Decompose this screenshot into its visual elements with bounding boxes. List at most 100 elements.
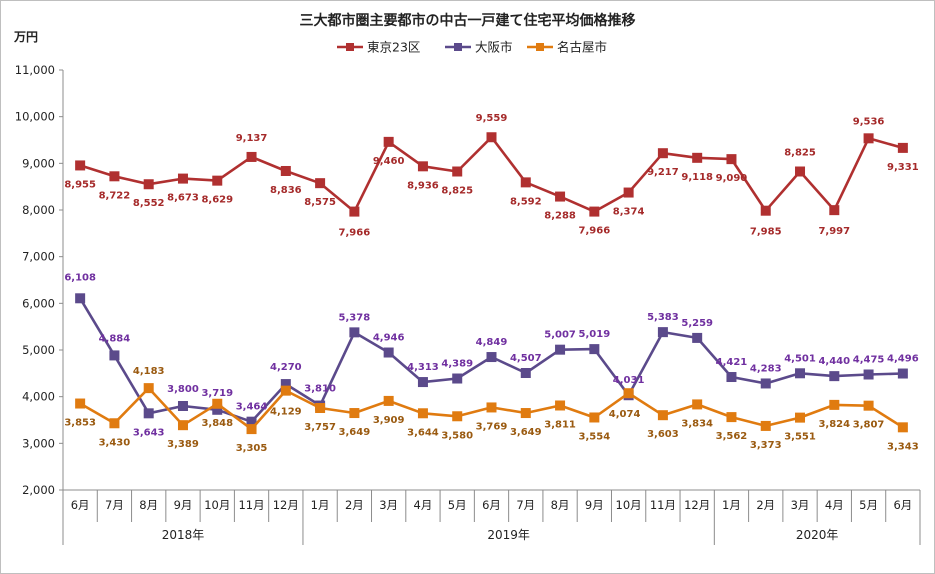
data-label: 4,501 bbox=[784, 353, 816, 364]
data-point bbox=[109, 418, 120, 429]
data-point bbox=[315, 178, 326, 189]
data-label: 8,673 bbox=[167, 193, 199, 204]
legend-marker bbox=[454, 43, 462, 51]
data-point bbox=[177, 401, 188, 411]
data-label: 4,313 bbox=[407, 362, 439, 373]
legend-entry: 名古屋市 bbox=[557, 40, 607, 55]
data-label: 8,374 bbox=[613, 207, 645, 218]
data-point bbox=[726, 372, 737, 383]
data-point bbox=[143, 408, 154, 419]
axes: 2,000 3,000 4,000 5,000 6,000 7,000 8,000 9,000… bbox=[15, 63, 921, 545]
data-point bbox=[349, 206, 360, 217]
x-tick-label: 3月 bbox=[791, 498, 810, 512]
data-point bbox=[280, 379, 291, 390]
data-label: 3,343 bbox=[887, 441, 919, 452]
data-point bbox=[760, 420, 771, 431]
data-point bbox=[795, 166, 806, 177]
x-tick-label: 9月 bbox=[174, 498, 193, 512]
data-label: 7,985 bbox=[750, 227, 782, 238]
data-point bbox=[589, 412, 600, 423]
data-label: 8,836 bbox=[270, 185, 302, 196]
data-label: 8,592 bbox=[510, 196, 542, 207]
data-point bbox=[589, 206, 600, 217]
data-point bbox=[383, 347, 394, 358]
data-label: 4,283 bbox=[750, 363, 782, 374]
legend-entry: 大阪市 bbox=[475, 40, 513, 55]
data-label: 3,824 bbox=[818, 419, 850, 430]
data-point bbox=[349, 327, 360, 338]
data-label: 3,643 bbox=[133, 427, 165, 438]
data-point bbox=[486, 352, 497, 363]
data-label: 3,562 bbox=[716, 431, 748, 442]
data-point bbox=[246, 416, 257, 427]
data-point bbox=[829, 371, 840, 382]
data-label: 3,757 bbox=[304, 422, 336, 433]
data-label: 5,383 bbox=[647, 312, 679, 323]
x-tick-label: 2月 bbox=[345, 498, 364, 512]
data-label: 5,019 bbox=[579, 329, 611, 340]
y-tick-label: 9,000 bbox=[22, 156, 55, 170]
data-point bbox=[657, 410, 668, 421]
data-label: 3,853 bbox=[64, 418, 96, 429]
data-label: 4,946 bbox=[373, 333, 405, 344]
data-label: 4,421 bbox=[716, 357, 748, 368]
data-label: 9,536 bbox=[853, 116, 885, 127]
data-label: 9,137 bbox=[236, 133, 268, 144]
data-point bbox=[143, 179, 154, 190]
data-label: 3,848 bbox=[201, 418, 233, 429]
data-point bbox=[555, 344, 566, 355]
data-point bbox=[315, 403, 326, 414]
y-tick-label: 4,000 bbox=[22, 390, 55, 404]
data-label: 9,090 bbox=[716, 173, 748, 184]
year-label: 2018年 bbox=[162, 528, 205, 542]
data-label: 3,551 bbox=[784, 432, 816, 443]
data-point bbox=[452, 166, 463, 177]
y-tick-label: 2,000 bbox=[22, 483, 55, 497]
data-point bbox=[417, 161, 428, 172]
y-tick-label: 3,000 bbox=[22, 436, 55, 450]
data-point bbox=[452, 411, 463, 422]
x-tick-label: 6月 bbox=[893, 498, 912, 512]
data-point bbox=[657, 327, 668, 338]
legend-marker bbox=[536, 43, 544, 51]
data-point bbox=[177, 420, 188, 431]
data-label: 9,118 bbox=[681, 172, 713, 183]
data-point bbox=[109, 350, 120, 361]
data-label: 3,811 bbox=[544, 419, 576, 430]
data-label: 8,552 bbox=[133, 198, 165, 209]
data-point bbox=[692, 152, 703, 163]
y-tick-label: 8,000 bbox=[22, 203, 55, 217]
data-label: 4,031 bbox=[613, 375, 645, 386]
data-label: 3,800 bbox=[167, 384, 199, 395]
x-tick-label: 1月 bbox=[722, 498, 741, 512]
data-point bbox=[486, 132, 497, 143]
data-label: 3,810 bbox=[304, 384, 336, 395]
data-point bbox=[212, 404, 223, 415]
x-tick-label: 4月 bbox=[825, 498, 844, 512]
data-point bbox=[486, 402, 497, 413]
data-label: 3,644 bbox=[407, 427, 439, 438]
x-tick-label: 8月 bbox=[139, 498, 158, 512]
data-point bbox=[383, 136, 394, 147]
data-label: 6,108 bbox=[64, 272, 96, 283]
data-label: 8,629 bbox=[201, 195, 233, 206]
data-point bbox=[143, 383, 154, 394]
y-tick-label: 10,000 bbox=[15, 110, 55, 124]
data-label: 5,259 bbox=[681, 318, 713, 329]
x-tick-label: 7月 bbox=[105, 498, 124, 512]
data-point bbox=[760, 205, 771, 216]
data-label: 8,936 bbox=[407, 180, 439, 191]
y-tick-label: 11,000 bbox=[15, 63, 55, 77]
legend: 東京23区 大阪市 名古屋市 bbox=[337, 40, 607, 55]
data-point bbox=[897, 142, 908, 153]
data-label: 8,288 bbox=[544, 211, 576, 222]
x-tick-label: 10月 bbox=[616, 498, 642, 512]
data-point bbox=[246, 424, 257, 435]
x-tick-label: 4月 bbox=[414, 498, 433, 512]
data-point bbox=[349, 408, 360, 419]
data-point bbox=[212, 175, 223, 186]
x-tick-label: 3月 bbox=[379, 498, 398, 512]
data-label: 3,554 bbox=[579, 431, 611, 442]
data-label: 7,966 bbox=[579, 226, 611, 237]
